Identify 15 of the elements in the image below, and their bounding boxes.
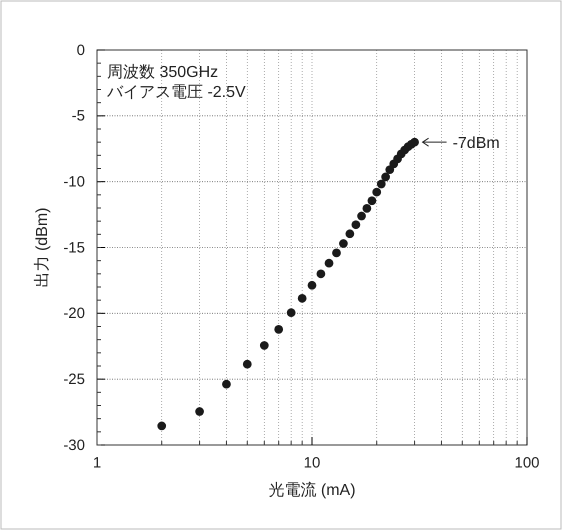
y-tick-label: 0 bbox=[76, 42, 85, 59]
y-tick-label: -15 bbox=[63, 239, 85, 256]
y-tick-label: -5 bbox=[72, 108, 85, 125]
y-tick-label: -10 bbox=[63, 173, 85, 190]
x-tick-label: 100 bbox=[514, 454, 540, 472]
annotation: -7dBm bbox=[452, 135, 500, 152]
annotation: バイアス電圧 -2.5V bbox=[106, 84, 246, 101]
y-tick-label: -30 bbox=[63, 436, 85, 454]
x-tick-label: 10 bbox=[304, 454, 320, 472]
x-tick-label: 1 bbox=[92, 454, 102, 472]
annotation: 周波数 350GHz bbox=[107, 63, 218, 81]
y-tick-label: -20 bbox=[63, 305, 85, 322]
x-axis-title: 光電流 (mA) bbox=[268, 481, 356, 499]
y-axis-title: 出力 (dBm) bbox=[33, 208, 51, 288]
y-tick-label: -25 bbox=[63, 370, 85, 388]
